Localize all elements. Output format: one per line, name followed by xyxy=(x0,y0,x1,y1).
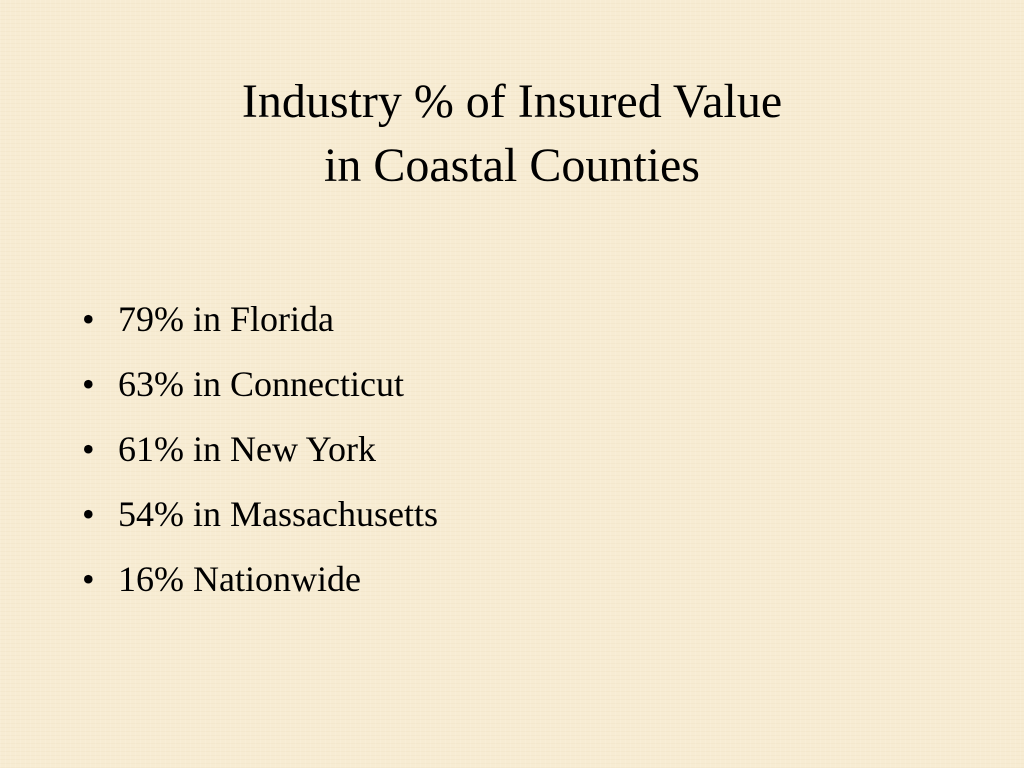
bullet-item: • 54% in Massachusetts xyxy=(82,482,438,547)
bullet-dot-icon: • xyxy=(82,364,95,404)
bullet-text: 54% in Massachusetts xyxy=(118,494,438,534)
bullet-item: • 79% in Florida xyxy=(82,287,438,352)
bullet-dot-icon: • xyxy=(82,559,95,599)
bullet-item: • 61% in New York xyxy=(82,417,438,482)
slide-title-line-2: in Coastal Counties xyxy=(324,139,700,192)
bullet-dot-icon: • xyxy=(82,494,95,534)
bullet-text: 16% Nationwide xyxy=(118,559,361,599)
slide-title: Industry % of Insured Value in Coastal C… xyxy=(0,70,1024,198)
bullet-list: • 79% in Florida • 63% in Connecticut • … xyxy=(82,287,438,612)
bullet-item: • 16% Nationwide xyxy=(82,547,438,612)
bullet-text: 79% in Florida xyxy=(118,299,334,339)
bullet-item: • 63% in Connecticut xyxy=(82,352,438,417)
bullet-dot-icon: • xyxy=(82,429,95,469)
bullet-text: 61% in New York xyxy=(118,429,377,469)
bullet-text: 63% in Connecticut xyxy=(118,364,404,404)
slide-title-line-1: Industry % of Insured Value xyxy=(241,75,783,128)
bullet-dot-icon: • xyxy=(82,299,95,339)
